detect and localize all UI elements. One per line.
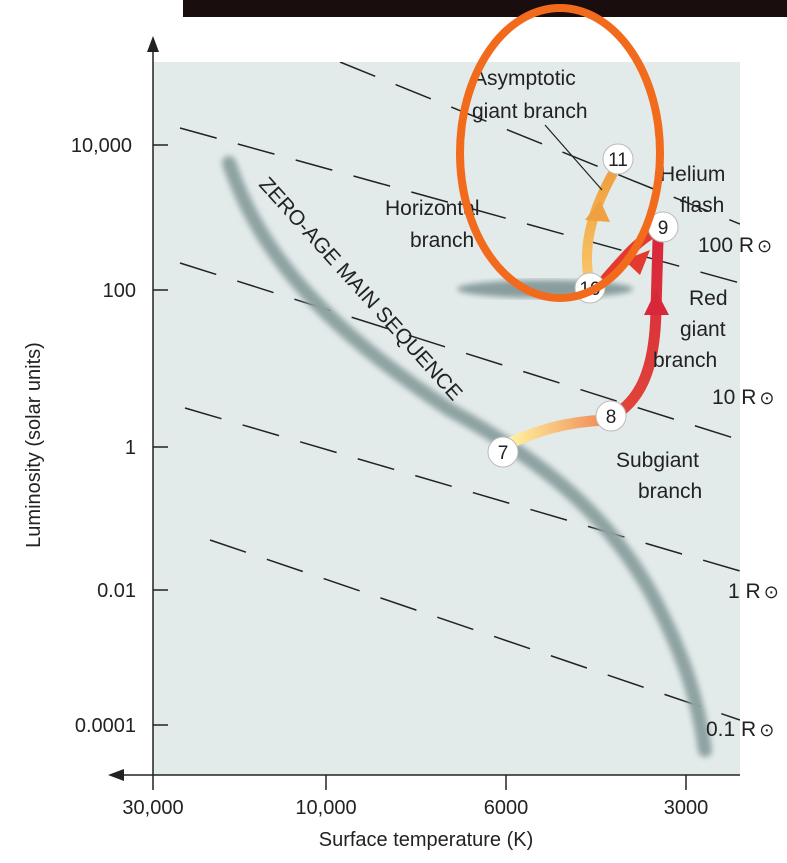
helium-flash-arrowhead (624, 250, 650, 275)
y-tick-0.01: 0.01 (97, 580, 136, 602)
y-tick-0.0001: 0.0001 (75, 715, 136, 737)
main-sequence-band (222, 156, 712, 757)
flash-label-line2: flash (680, 194, 724, 217)
hb-label-line2: branch (410, 229, 474, 252)
radius-line-1000 (339, 62, 740, 225)
top-dark-band (183, 0, 787, 17)
hb-label-line1: Horizontal (385, 197, 480, 220)
rgb-label-line2: giant (680, 318, 726, 341)
sgb-label-line1: Subgiant (616, 449, 699, 472)
radius-line-1 (184, 407, 740, 572)
agb-arrowhead (585, 200, 610, 222)
x-tick-10000: 10,000 (295, 797, 356, 819)
red-giant-arrowhead (644, 290, 669, 315)
y-tick-1: 1 (125, 437, 136, 459)
x-axis-title: Surface temperature (K) (319, 829, 534, 851)
y-ticks (153, 144, 168, 726)
highlight-ellipse (456, 4, 664, 302)
rgb-label-line1: Red (689, 287, 728, 310)
radius-label-0.1: 0.1 R ⊙ (706, 718, 774, 741)
sgb-label-line2: branch (638, 480, 702, 503)
rgb-label-line3: branch (653, 349, 717, 372)
y-axis-title: Luminosity (solar units) (23, 342, 45, 548)
radius-label-10: 10 R ⊙ (712, 386, 774, 409)
x-ticks (152, 775, 687, 790)
stage-8-label: 8 (606, 407, 617, 428)
stage-8-circle (595, 400, 627, 432)
flash-label-line1: Helium (660, 163, 725, 186)
radius-line-0.1 (209, 539, 740, 721)
radius-line-10 (179, 262, 740, 441)
y-tick-10000: 10,000 (71, 135, 132, 157)
radius-label-100: 100 R ⊙ (698, 234, 772, 257)
stage-11-label: 11 (608, 150, 628, 171)
plot-area (153, 62, 740, 775)
stage-11-circle (602, 143, 634, 175)
x-tick-30000: 30,000 (122, 797, 183, 819)
x-tick-3000: 3000 (664, 797, 709, 819)
subgiant-track (504, 414, 611, 449)
x-axis-arrow (108, 769, 124, 781)
y-axis-arrow (147, 36, 159, 52)
y-tick-100: 100 (103, 280, 136, 302)
agb-leader-line (544, 124, 603, 191)
stage-9-label: 9 (658, 218, 669, 239)
stage-7-circle (487, 436, 519, 468)
axes (118, 48, 740, 776)
x-tick-6000: 6000 (484, 797, 529, 819)
radius-label-1: 1 R ⊙ (728, 580, 779, 603)
agb-label-line2: giant branch (472, 100, 588, 123)
radius-labels: 100 R ⊙ 10 R ⊙ 1 R ⊙ 0.1 R ⊙ (698, 234, 779, 741)
agb-label-line1: Asymptotic (473, 67, 576, 90)
stage-7-label: 7 (498, 443, 509, 464)
